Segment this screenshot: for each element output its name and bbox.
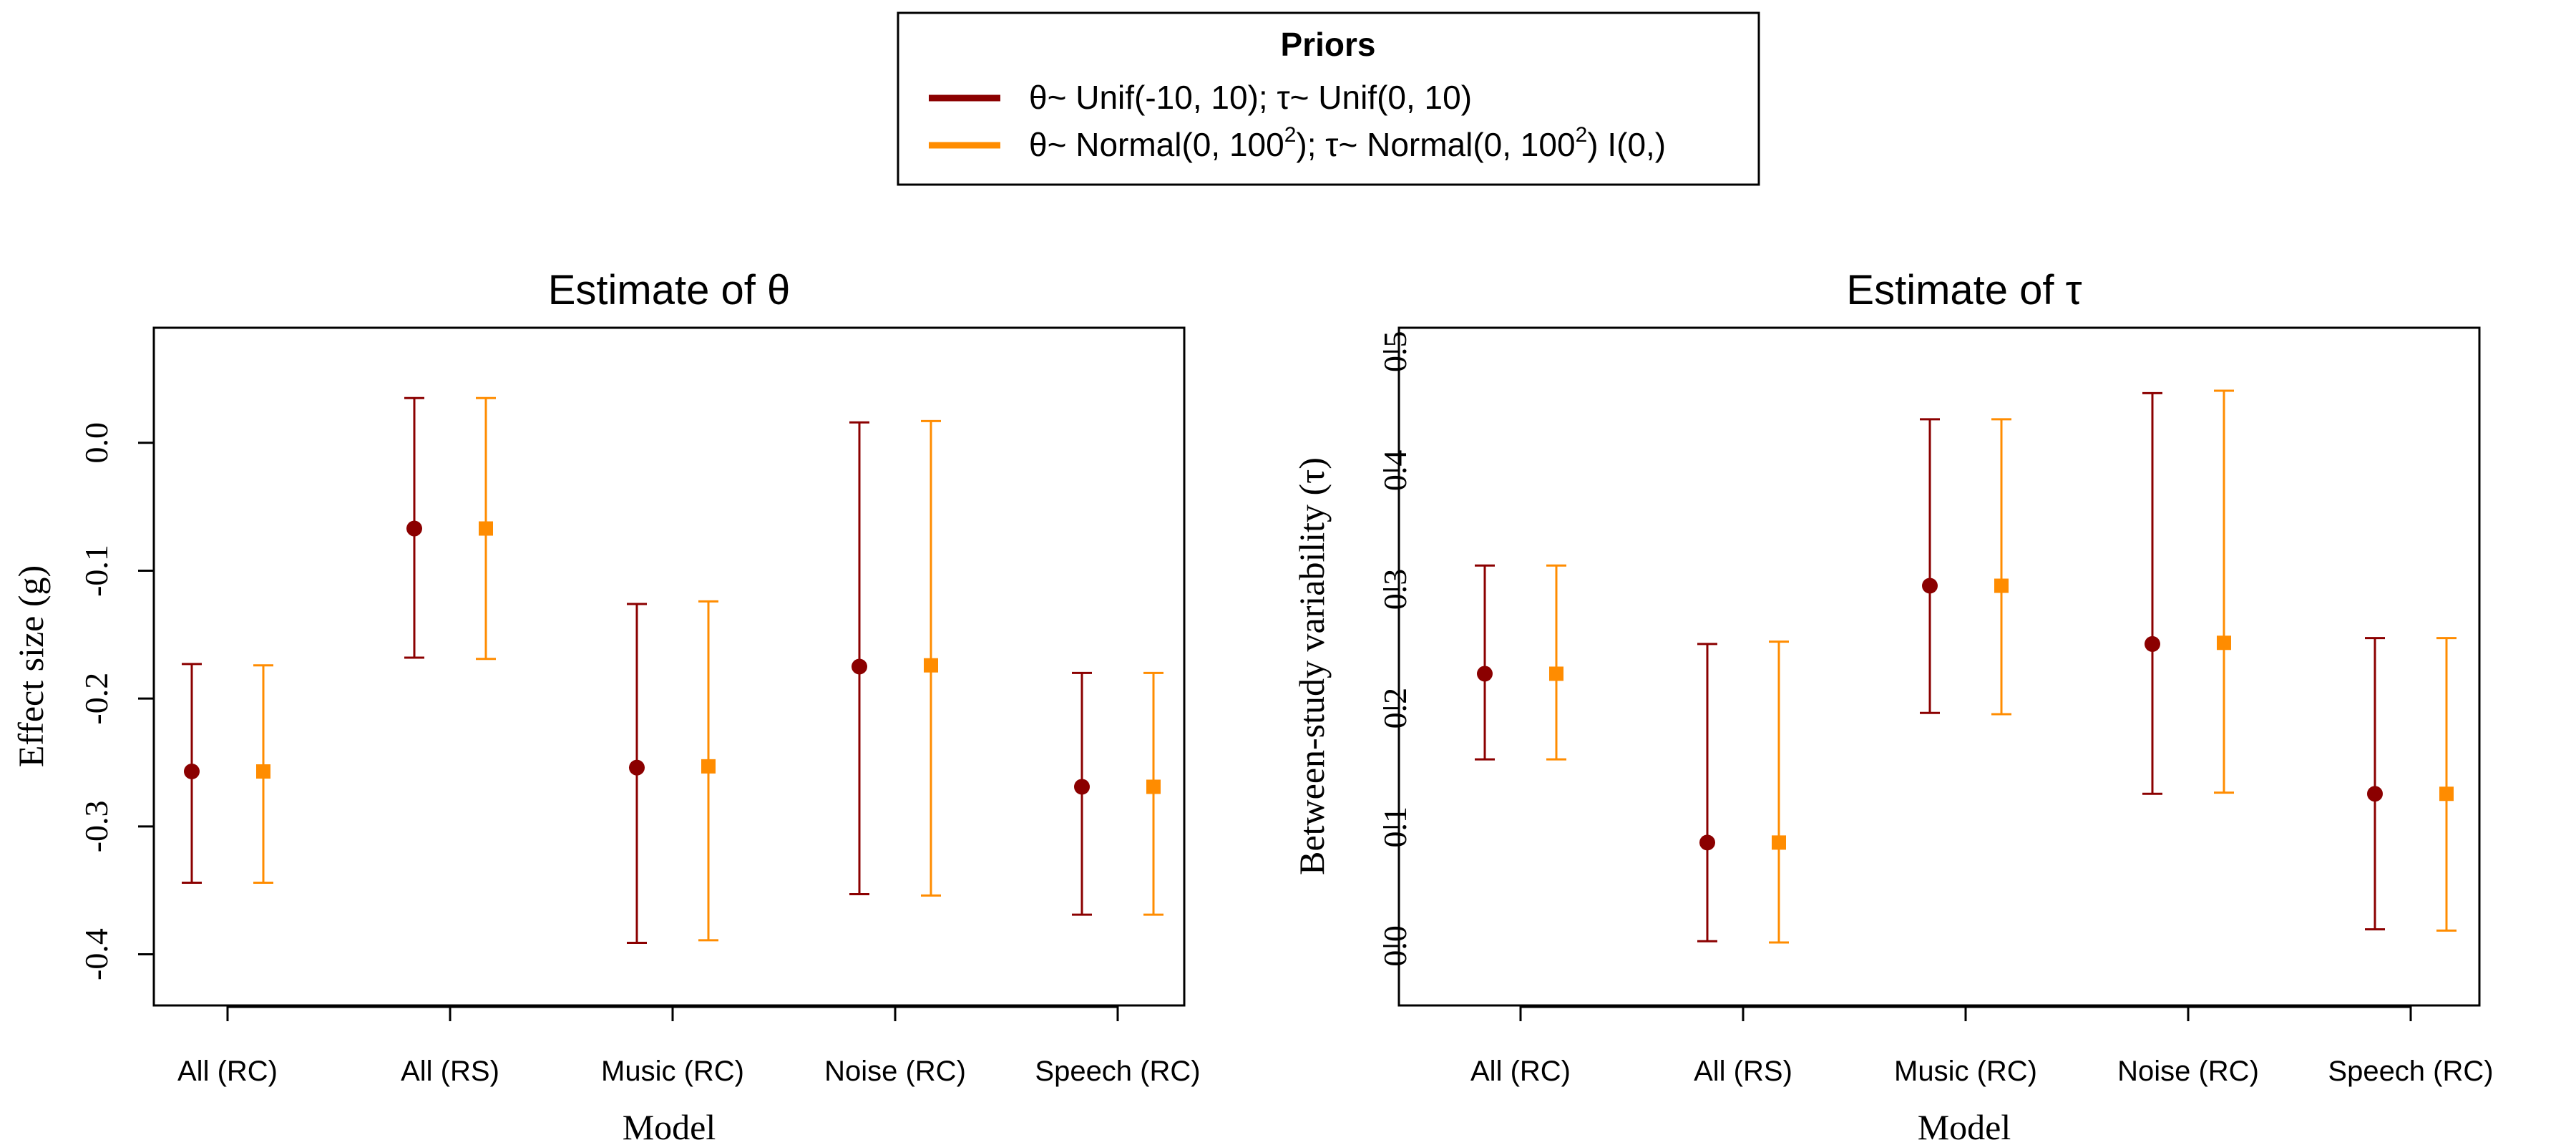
error-bar: [1475, 564, 1495, 761]
legend-theta-prior: ~ Normal(0, 100: [1048, 126, 1284, 163]
x-tick-label: Noise (RC): [824, 1056, 966, 1087]
x-tick-label: All (RS): [401, 1056, 499, 1087]
error-bar: [2214, 389, 2234, 794]
error-bar: [476, 396, 496, 661]
legend-theta-symbol: θ: [1029, 79, 1048, 116]
x-tick-label: All (RC): [177, 1056, 278, 1087]
y-tick-label: -0.3: [78, 800, 114, 852]
point-estimate: [701, 759, 716, 774]
point-estimate: [629, 759, 645, 776]
x-tick-label: Speech (RC): [2328, 1056, 2493, 1087]
point-estimate: [2217, 635, 2231, 651]
legend-tau-prior-end: ) I(0,): [1587, 126, 1666, 163]
point-estimate: [1074, 779, 1090, 795]
point-estimate: [2145, 635, 2160, 652]
panel-tau: Estimate of τ Between-study variability …: [1292, 267, 2494, 1145]
point-estimate: [1146, 779, 1161, 794]
error-bar: [849, 421, 869, 896]
point-estimate: [1772, 835, 1786, 850]
y-tick-label: 0.1: [1377, 807, 1413, 848]
error-bar: [2365, 637, 2385, 931]
point-estimate: [1477, 666, 1493, 682]
legend-tau-symbol: τ: [1325, 126, 1338, 163]
tau-symbol: τ: [1292, 469, 1332, 484]
y-tick-label: 0.5: [1377, 331, 1413, 371]
legend-theta-prior-end: );: [1296, 126, 1325, 163]
y-axis-label: Effect size (g): [11, 565, 51, 767]
panel-theta: Estimate of θ Effect size (g) Model -0.4…: [11, 267, 1201, 1145]
error-bar: [698, 600, 718, 942]
x-tick-label: Music (RC): [601, 1056, 744, 1087]
error-bar: [404, 396, 424, 659]
y-tick-label: -0.2: [78, 673, 114, 725]
y-axis-label: Between-study variability (τ): [1292, 457, 1332, 875]
legend-tau-prior: ~ Unif(0, 10): [1290, 79, 1472, 116]
point-estimate: [479, 521, 493, 536]
point-estimate: [406, 520, 422, 537]
point-estimate: [924, 658, 938, 673]
x-axis-label: Model: [623, 1107, 716, 1145]
point-estimate: [1549, 666, 1563, 681]
point-estimate: [1922, 578, 1938, 594]
legend-tau-symbol: τ: [1277, 79, 1289, 116]
y-tick-label: 0.0: [1377, 925, 1413, 967]
panel-title: Estimate of τ: [1846, 267, 2082, 313]
y-tick-label: 0.2: [1377, 688, 1413, 729]
error-bar: [1697, 643, 1717, 942]
legend-superscript: 2: [1576, 123, 1588, 147]
x-tick-label: Music (RC): [1894, 1056, 2037, 1087]
x-tick-label: All (RC): [1470, 1056, 1571, 1087]
point-estimate: [1699, 834, 1715, 851]
error-bar: [1991, 418, 2011, 716]
theta-symbol: θ: [767, 267, 790, 313]
error-bars: [182, 396, 1163, 944]
legend-superscript: 2: [1284, 123, 1297, 147]
point-estimate: [2367, 786, 2383, 802]
error-bar: [182, 663, 202, 884]
error-bar: [2142, 391, 2162, 795]
x-axis: All (RC) All (RS) Music (RC) Noise (RC) Spee…: [177, 1005, 1201, 1087]
error-bar: [253, 664, 273, 884]
y-tick-label: 0.3: [1377, 569, 1413, 610]
legend: Priors θ~ Unif(-10, 10); τ~ Unif(0, 10) …: [897, 11, 1760, 186]
y-tick-label: -0.1: [78, 545, 114, 597]
error-bar: [1143, 671, 1163, 916]
error-bar: [1920, 418, 1940, 714]
point-estimate: [256, 764, 270, 779]
legend-box: [897, 11, 1760, 186]
point-estimate: [1994, 578, 2009, 593]
y-axis: 0.0 0.1 0.2 0.3 0.4 0.5: [1377, 331, 1413, 966]
x-tick-label: All (RS): [1694, 1056, 1792, 1087]
x-axis: All (RC) All (RS) Music (RC) Noise (RC) Spee…: [1470, 1005, 2494, 1087]
legend-title: Priors: [1281, 26, 1376, 63]
error-bar: [1769, 640, 1789, 944]
error-bar: [2436, 637, 2457, 932]
legend-label-uniform: θ~ Unif(-10, 10); τ~ Unif(0, 10): [1029, 79, 1472, 116]
error-bar: [627, 603, 647, 944]
legend-label-normal: θ~ Normal(0, 1002); τ~ Normal(0, 1002) I…: [1029, 123, 1666, 163]
x-tick-label: Speech (RC): [1035, 1056, 1200, 1087]
x-tick-label: Noise (RC): [2117, 1056, 2259, 1087]
plot-frame: [152, 326, 1186, 1007]
error-bars: [1475, 389, 2457, 944]
y-tick-label: 0.4: [1377, 450, 1413, 492]
point-estimate: [852, 658, 867, 675]
error-bar: [1546, 564, 1566, 761]
panel-title: Estimate of θ: [548, 267, 791, 313]
error-bar: [1072, 671, 1092, 916]
y-tick-label: 0.0: [78, 422, 114, 464]
point-estimate: [2439, 786, 2454, 802]
legend-tau-prior: ~ Normal(0, 100: [1338, 126, 1575, 163]
legend-theta-prior: ~ Unif(-10, 10);: [1048, 79, 1277, 116]
error-bar: [921, 419, 941, 897]
y-axis: -0.4 -0.3 -0.2 -0.1 0.0: [78, 422, 155, 980]
y-tick-label: -0.4: [78, 928, 114, 980]
point-estimate: [184, 764, 200, 780]
legend-theta-symbol: θ: [1029, 126, 1048, 163]
tau-symbol: τ: [2066, 267, 2082, 313]
x-axis-label: Model: [1918, 1107, 2011, 1145]
